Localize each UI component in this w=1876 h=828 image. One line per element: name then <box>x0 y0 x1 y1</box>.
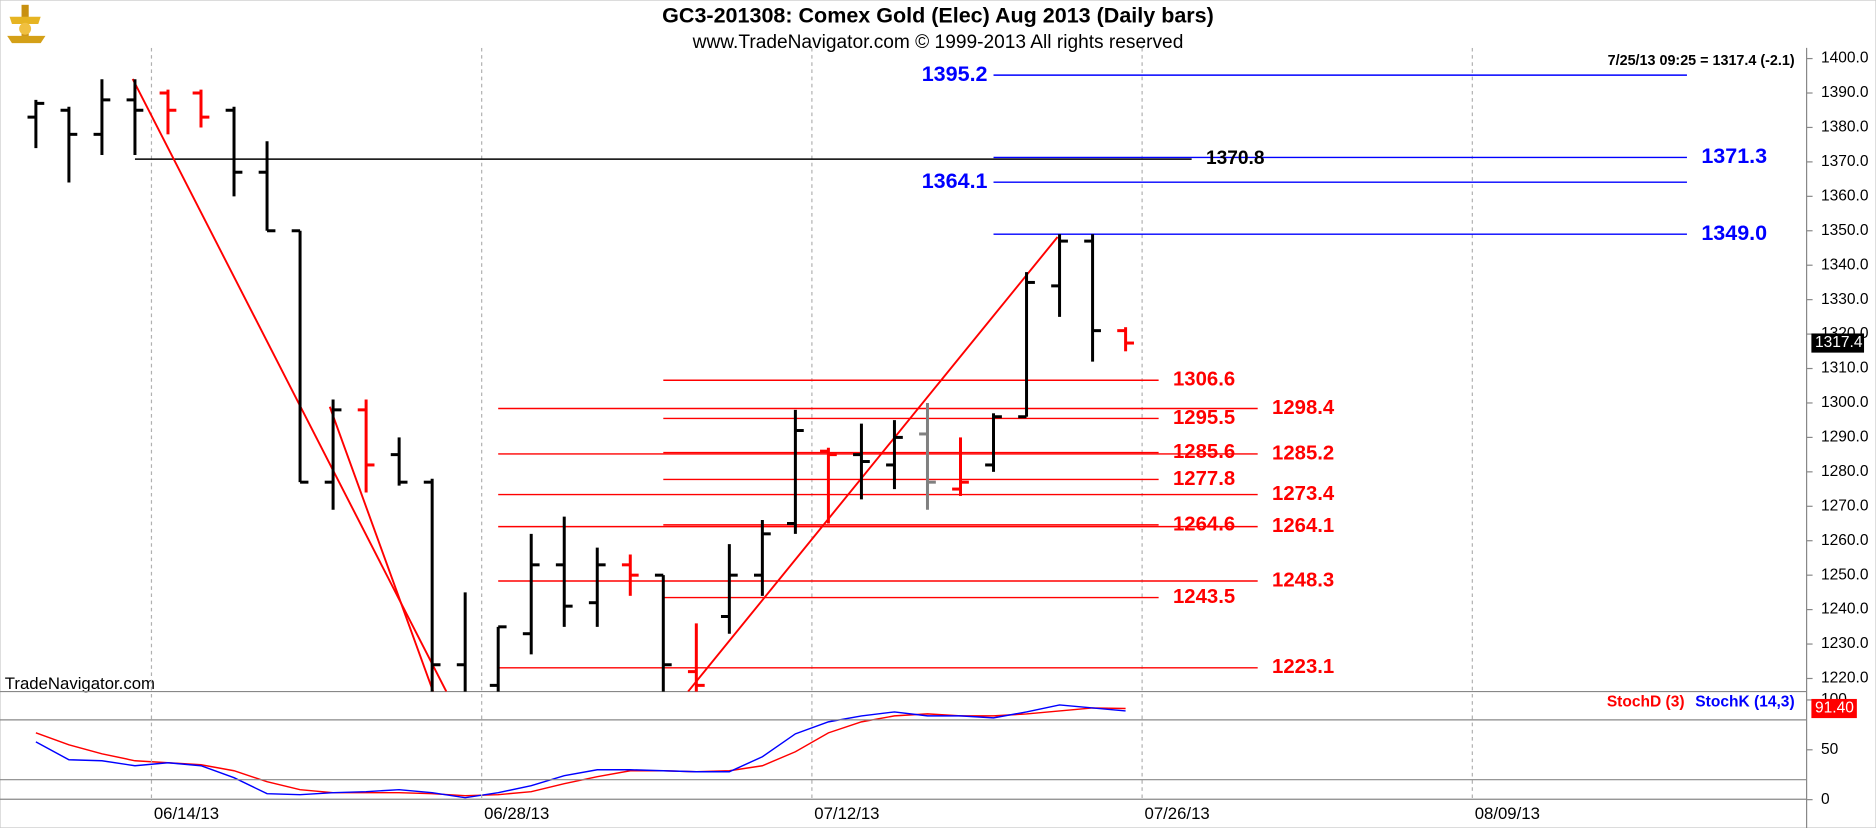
x-tick-label: 08/09/13 <box>1475 804 1540 823</box>
y-tick-label: 1350.0 <box>1821 222 1869 239</box>
level-label: 1285.2 <box>1272 442 1334 464</box>
level-label: 1277.8 <box>1173 468 1235 490</box>
y-tick-label: 1360.0 <box>1821 187 1869 204</box>
level-label: 1298.4 <box>1272 397 1335 419</box>
y-tick-label: 1270.0 <box>1821 497 1869 514</box>
y-tick-label: 1290.0 <box>1821 429 1869 446</box>
y-tick-label: 1230.0 <box>1821 635 1869 652</box>
x-tick-label: 07/26/13 <box>1145 804 1210 823</box>
last-price-label: 1317.4 <box>1815 334 1863 351</box>
y-tick-label: 1400.0 <box>1821 50 1869 67</box>
chart-title: GC3-201308: Comex Gold (Elec) Aug 2013 (… <box>662 3 1214 27</box>
level-label: 1243.5 <box>1173 586 1235 608</box>
trendline <box>131 78 448 692</box>
level-label: 1306.6 <box>1173 369 1235 391</box>
y-tick-label: 1340.0 <box>1821 256 1869 273</box>
x-tick-label: 06/14/13 <box>154 804 219 823</box>
trendline <box>328 406 435 692</box>
level-label: 1295.5 <box>1173 407 1235 429</box>
y-tick-label: 1280.0 <box>1821 463 1869 480</box>
last-value-label: 91.40 <box>1815 700 1854 717</box>
level-label: 1395.2 <box>922 62 988 86</box>
y-tick-label: 1380.0 <box>1821 119 1869 136</box>
y-tick-label: 1300.0 <box>1821 394 1869 411</box>
y-tick-label: 1390.0 <box>1821 84 1869 101</box>
last-price-box <box>1811 333 1865 353</box>
legend-label: StochD (3) <box>1607 693 1685 710</box>
y-tick-label: 1250.0 <box>1821 566 1869 583</box>
x-tick-label: 07/12/13 <box>814 804 879 823</box>
level-label: 1370.8 <box>1206 148 1265 169</box>
y-tick-label: 1240.0 <box>1821 601 1869 618</box>
y-tick-label: 50 <box>1821 741 1839 758</box>
y-tick-label: 1310.0 <box>1821 360 1869 377</box>
level-label: 1273.4 <box>1272 483 1335 505</box>
axes: 06/14/13 06/28/13 07/12/13 07/26/13 08/09/13… <box>0 50 1869 823</box>
y-tick-label: 1220.0 <box>1821 670 1869 687</box>
y-tick-label: 1260.0 <box>1821 532 1869 549</box>
level-label: 1223.1 <box>1272 656 1334 678</box>
level-label: 1371.3 <box>1701 144 1767 168</box>
logo <box>7 4 46 44</box>
y-tick-label: 1370.0 <box>1821 153 1869 170</box>
last-value-box <box>1811 698 1857 719</box>
last-quote: 7/25/13 09:25 = 1317.4 (-2.1) <box>1608 53 1795 69</box>
legend-label: StochK (14,3) <box>1695 693 1794 710</box>
level-label: 1349.0 <box>1701 221 1767 245</box>
level-label: 1364.1 <box>922 169 988 193</box>
x-tick-label: 06/28/13 <box>484 804 549 823</box>
stoch-line <box>35 704 1126 799</box>
chart-subtitle: www.TradeNavigator.com © 1999-2013 All r… <box>692 32 1184 53</box>
y-tick-label: 1330.0 <box>1821 291 1869 308</box>
price-panel <box>27 47 1687 692</box>
level-label: 1264.6 <box>1173 513 1235 535</box>
level-label: 1285.6 <box>1173 441 1235 463</box>
level-label: 1248.3 <box>1272 569 1334 591</box>
y-tick-label: 0 <box>1821 791 1830 808</box>
level-label: 1264.1 <box>1272 515 1334 537</box>
trendline <box>687 236 1059 692</box>
watermark: TradeNavigator.com <box>5 674 155 693</box>
